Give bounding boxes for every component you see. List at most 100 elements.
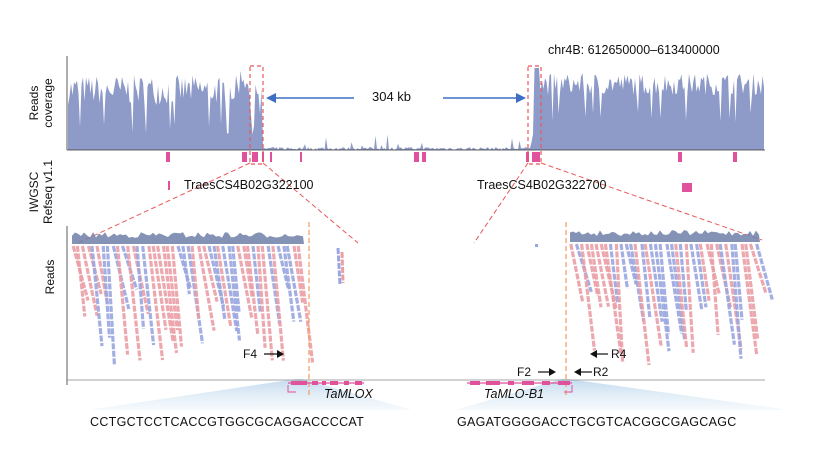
read-strand [260,245,274,361]
read-strand [580,243,597,351]
read-strand [105,245,116,365]
read-strand [135,245,146,329]
read-strand [221,245,239,332]
read-strand [242,245,254,297]
taMLO-B1-gene-model [467,381,573,393]
read-strand [212,245,227,321]
taMLOX-label: TaMLOX [324,387,373,401]
refseq-mark [252,152,258,162]
zoom-coverage-strip [72,232,304,244]
refseq-mark [262,152,264,162]
read-strand [585,243,600,297]
refseq-mark [166,152,170,162]
read-strand [147,245,165,361]
stray-read [340,251,345,284]
coverage-area [68,68,764,150]
refseq-label-line1: IWGSC [27,171,41,213]
read-strand [730,243,743,359]
read-strand [215,245,233,328]
read-strand [755,243,774,301]
read-strand [202,245,219,302]
refseq-mark [168,181,170,190]
taMLO-B1-label: TaMLO-B1 [484,387,544,401]
read-strand [126,245,142,361]
refseq-track-label: IWGSC Refseq v1.1 [27,152,55,232]
read-strand [151,245,168,331]
read-strand [658,243,670,335]
right-sequence-fan [455,379,790,410]
refseq-mark [422,152,426,162]
refseq-mark [270,152,272,162]
read-strand [165,245,179,331]
read-strand [190,245,201,319]
zoom-line-left-1 [77,162,251,244]
right-junction-sequence: GAGATGGGGACCTGCGTCACGGCGAGCAGC [457,415,737,429]
read-strand [236,245,254,318]
read-strand [614,243,625,362]
read-strand [748,243,768,295]
zoom-line-left-2 [262,162,359,244]
read-strand [115,245,130,355]
arrowhead-right-icon [516,93,526,103]
coverage-track [68,68,764,150]
primer-r4-arrow-icon [590,350,608,358]
read-strand [80,245,99,317]
read-strand [643,243,663,346]
read-strand [733,243,744,320]
zoom-left-panel [71,232,345,365]
read-strand [744,243,760,339]
read-strand [161,245,179,354]
read-strand [569,243,585,302]
reads-track-label: Reads [43,259,57,295]
read-strand [684,243,695,353]
refseq-mark [242,152,247,162]
refseq-mark [532,152,540,162]
distance-label: 304 kb [368,89,416,104]
coverage-label-line1: Reads [27,85,41,121]
refseq-track [166,152,737,192]
stray-read [535,244,538,247]
read-strand [276,245,291,291]
read-strand [740,243,759,356]
read-strand [285,245,303,322]
refseq-mark [526,152,529,162]
read-strand [678,243,688,312]
read-strand [619,243,629,289]
read-strand [90,245,104,347]
coverage-track-label: Reads coverage [27,56,55,150]
coverage-label-line2: coverage [41,78,55,128]
primer-r2-arrow-icon [574,368,592,376]
read-strand [709,243,720,336]
zoom-line-right-2 [540,162,763,241]
primer-f2-arrow-icon [538,368,556,376]
read-strand [245,245,260,334]
primer-f4-label: F4 [243,347,258,361]
refseq-mark [414,152,419,162]
primer-f4-arrow-icon [264,350,284,358]
left-junction-sequence: CCTGCTCCTCACCGTGGCGCAGGACCCCAT [90,415,365,429]
zoom-coverage-strip [570,230,760,242]
read-strand [296,245,315,363]
refseq-mark [300,152,302,162]
refseq-mark [733,152,737,162]
read-strand [608,243,620,303]
stray-read [336,247,342,286]
read-strand [624,243,638,285]
read-strand [665,243,684,334]
refseq-mark [678,152,682,162]
read-strand [231,245,241,313]
refseq-mark [682,183,692,192]
read-strand [101,245,112,338]
taMLOX-gene-model [287,381,364,393]
read-strand [120,245,139,290]
read-strand [718,243,736,345]
read-strand [674,243,689,348]
read-strand [207,245,226,307]
region-label: chr4B: 612650000–613400000 [548,43,720,57]
refseq-label-line2: Refseq v1.1 [41,159,55,225]
read-strand [653,243,671,352]
read-strand [251,245,262,313]
read-strand [75,245,87,317]
read-strand [227,245,242,341]
